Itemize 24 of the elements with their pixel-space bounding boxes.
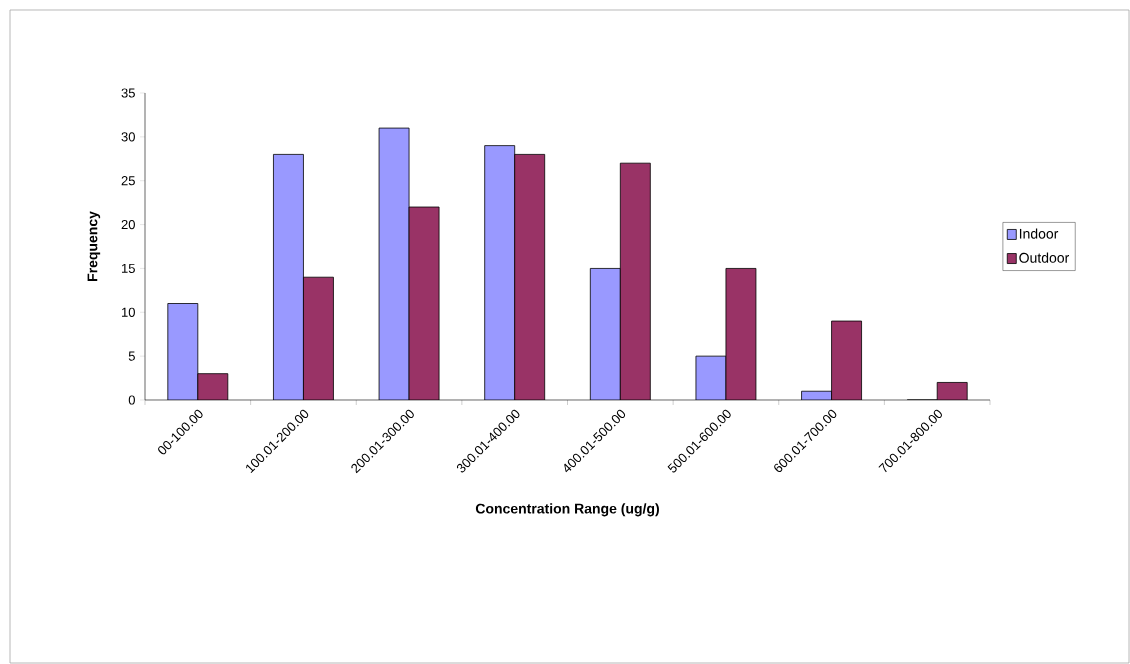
bar — [831, 320, 862, 400]
y-tick-label: 15 — [121, 263, 135, 273]
bar — [197, 373, 229, 400]
bar — [378, 127, 410, 400]
y-tick-label: 35 — [121, 88, 135, 98]
bar — [303, 276, 334, 400]
x-axis-title: Concentration Range (ug/g) — [475, 503, 659, 517]
y-tick-label: 30 — [121, 132, 135, 142]
bar — [484, 145, 516, 400]
legend-label: Indoor — [1019, 228, 1059, 239]
bar — [725, 268, 757, 400]
y-tick-label: 0 — [128, 395, 135, 405]
legend-label: Outdoor — [1019, 252, 1070, 263]
bar — [273, 153, 304, 400]
bar — [408, 206, 440, 400]
bar — [589, 268, 621, 400]
y-tick-label: 5 — [128, 351, 135, 361]
bar — [167, 303, 199, 400]
y-axis-title: Frequency — [87, 211, 101, 281]
bar — [619, 162, 651, 400]
bar — [514, 153, 546, 400]
y-tick-label: 20 — [121, 219, 135, 230]
y-tick-label: 10 — [121, 307, 135, 317]
y-tick-label: 25 — [121, 176, 135, 186]
